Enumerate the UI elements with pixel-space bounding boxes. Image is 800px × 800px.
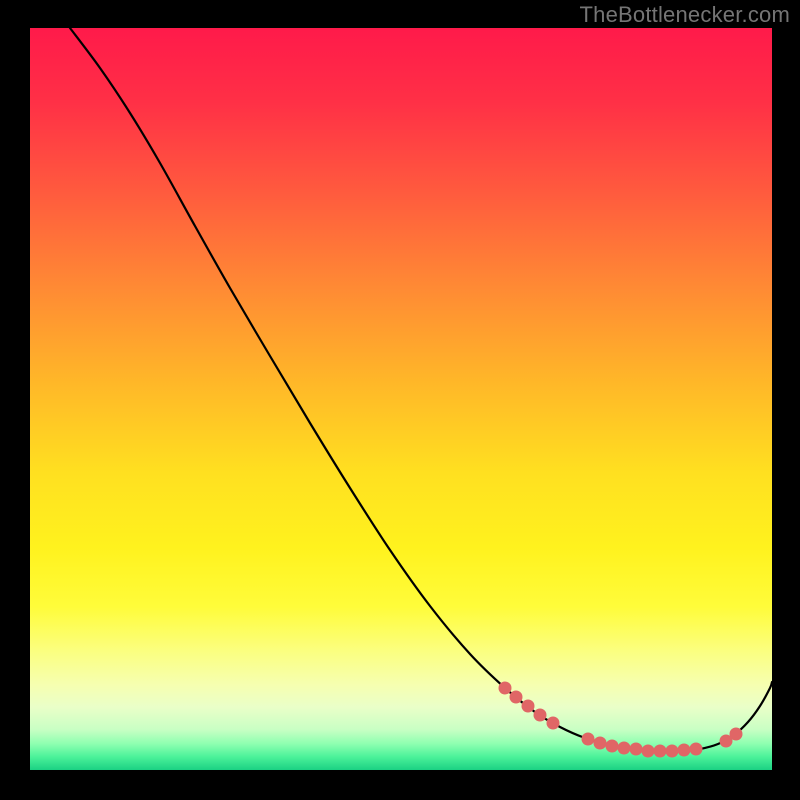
highlight-dot	[499, 682, 512, 695]
highlight-dot	[522, 700, 535, 713]
highlight-dot	[678, 744, 691, 757]
highlight-dot	[582, 733, 595, 746]
highlight-dot	[510, 691, 523, 704]
highlight-dot	[534, 709, 547, 722]
highlight-dot	[730, 728, 743, 741]
highlight-dot	[666, 745, 679, 758]
highlight-dot	[547, 717, 560, 730]
highlight-dot	[594, 737, 607, 750]
highlight-dots	[499, 682, 743, 758]
highlight-dot	[606, 740, 619, 753]
highlight-dot	[630, 743, 643, 756]
highlight-dot	[690, 743, 703, 756]
highlight-dot	[618, 742, 631, 755]
main-curve	[70, 28, 772, 751]
chart-stage: TheBottlenecker.com	[0, 0, 800, 800]
highlight-dot	[654, 745, 667, 758]
watermark-text: TheBottlenecker.com	[580, 2, 790, 28]
curve-layer	[30, 28, 772, 770]
highlight-dot	[642, 745, 655, 758]
plot-area	[30, 28, 772, 770]
